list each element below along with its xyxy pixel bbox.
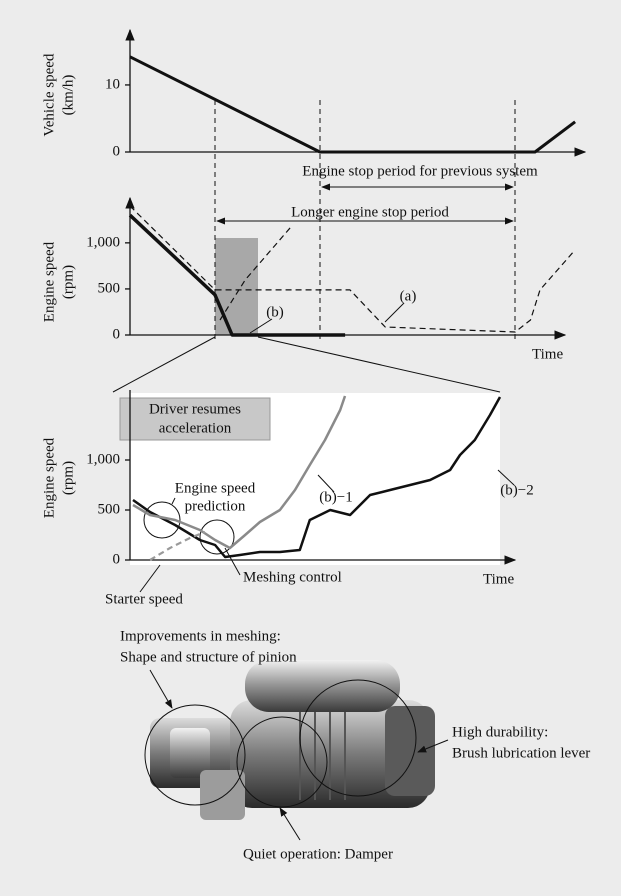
series-label: Starter speed: [105, 591, 183, 607]
x-axis-label: Time: [532, 346, 563, 362]
figure: Engine stop period for previous system L…: [0, 0, 621, 896]
y-tick-label: 500: [98, 501, 121, 517]
y-axis-label: Vehicle speed: [41, 53, 57, 136]
callout: Shape and structure of pinion: [120, 649, 297, 665]
leader: [150, 670, 172, 708]
y-tick-label: 500: [98, 280, 121, 296]
y-tick-label: 10: [105, 76, 120, 92]
y-axis-label: Engine speed: [41, 241, 57, 322]
leader: [140, 565, 160, 592]
annotation: Engine speed: [175, 480, 256, 496]
callout: Improvements in meshing:: [120, 628, 281, 644]
y-tick-label: 0: [113, 551, 121, 567]
annotation: acceleration: [159, 420, 232, 436]
y-tick-label: 0: [113, 326, 121, 342]
page: {"chart_data": [ {"type": "line", "y_lab…: [0, 0, 621, 896]
series-label: (b)−2: [500, 482, 533, 498]
leader: [280, 808, 300, 840]
series-line: [130, 57, 575, 152]
annotation: Driver resumes: [149, 401, 241, 417]
series-label: (b)−1: [319, 489, 352, 505]
annotation: prediction: [185, 498, 246, 514]
callout: Quiet operation: Damper: [243, 846, 393, 862]
zoom-line: [258, 337, 500, 392]
y-axis-label: (rpm): [60, 265, 76, 299]
leader: [385, 303, 404, 322]
y-axis-label: (km/h): [60, 75, 76, 116]
starter-motor: [150, 660, 435, 820]
y-tick-label: 1,000: [86, 451, 120, 467]
annotation: Meshing control: [243, 569, 342, 585]
y-axis-label: Engine speed: [41, 437, 57, 518]
y-axis-label: (rpm): [60, 461, 76, 495]
callout: High durability:: [452, 724, 548, 740]
y-tick-label: 1,000: [86, 234, 120, 250]
x-axis-label: Time: [483, 571, 514, 587]
series-label: (a): [400, 288, 417, 304]
annotation: Longer engine stop period: [291, 204, 449, 220]
annotation: Engine stop period for previous system: [302, 163, 538, 179]
y-tick-label: 0: [113, 143, 121, 159]
series-line: [130, 206, 575, 332]
zoom-line: [113, 337, 215, 392]
callout: Brush lubrication lever: [452, 745, 590, 761]
series-label: (b): [266, 304, 284, 320]
highlight-region: [215, 238, 258, 335]
